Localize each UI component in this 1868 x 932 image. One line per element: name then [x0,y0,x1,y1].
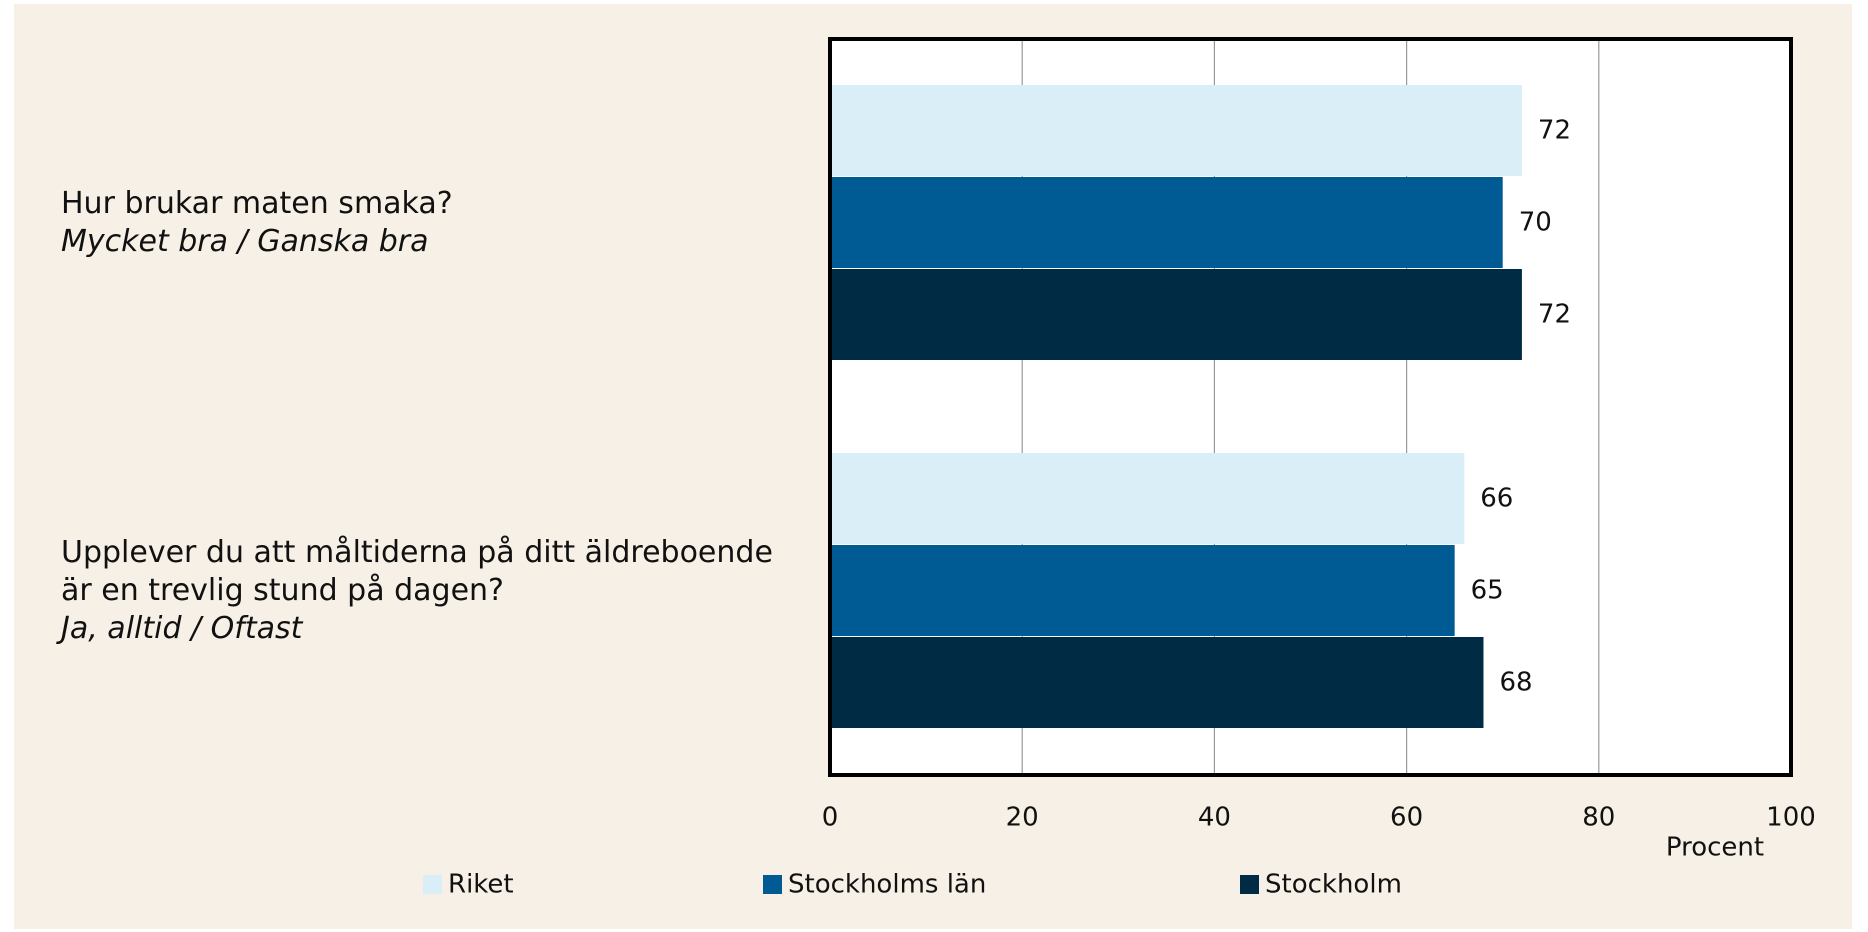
x-tick-label: 80 [1582,803,1615,833]
bar [830,453,1465,544]
bar [830,177,1503,268]
bar [830,637,1484,728]
category-note: Mycket bra / Ganska bra [61,224,429,259]
value-label: 72 [1538,116,1571,146]
legend-swatch [763,875,782,894]
category-label: Hur brukar maten smaka? Mycket bra / Gans… [61,185,801,261]
legend-swatch [423,875,442,894]
bar [830,269,1522,360]
x-tick-label: 60 [1390,803,1423,833]
plot-border [828,37,1793,777]
legend-label: Stockholms län [788,870,986,900]
value-label: 65 [1471,576,1504,606]
x-tick-label: 0 [822,803,839,833]
category-label: Upplever du att måltiderna på ditt äldre… [61,534,801,648]
legend-label: Riket [448,870,514,900]
value-label: 70 [1519,208,1552,238]
value-label: 72 [1538,300,1571,330]
x-tick-label: 40 [1198,803,1231,833]
x-tick-label: 100 [1766,803,1816,833]
category-note: Ja, alltid / Oftast [61,611,303,646]
legend-label: Stockholm [1265,870,1402,900]
x-tick-label: 20 [1006,803,1039,833]
value-label: 66 [1480,484,1513,514]
legend-swatch [1240,875,1259,894]
bar [830,85,1522,176]
bar [830,545,1455,636]
x-axis-label: Procent [1666,833,1764,863]
value-label: 68 [1499,668,1532,698]
